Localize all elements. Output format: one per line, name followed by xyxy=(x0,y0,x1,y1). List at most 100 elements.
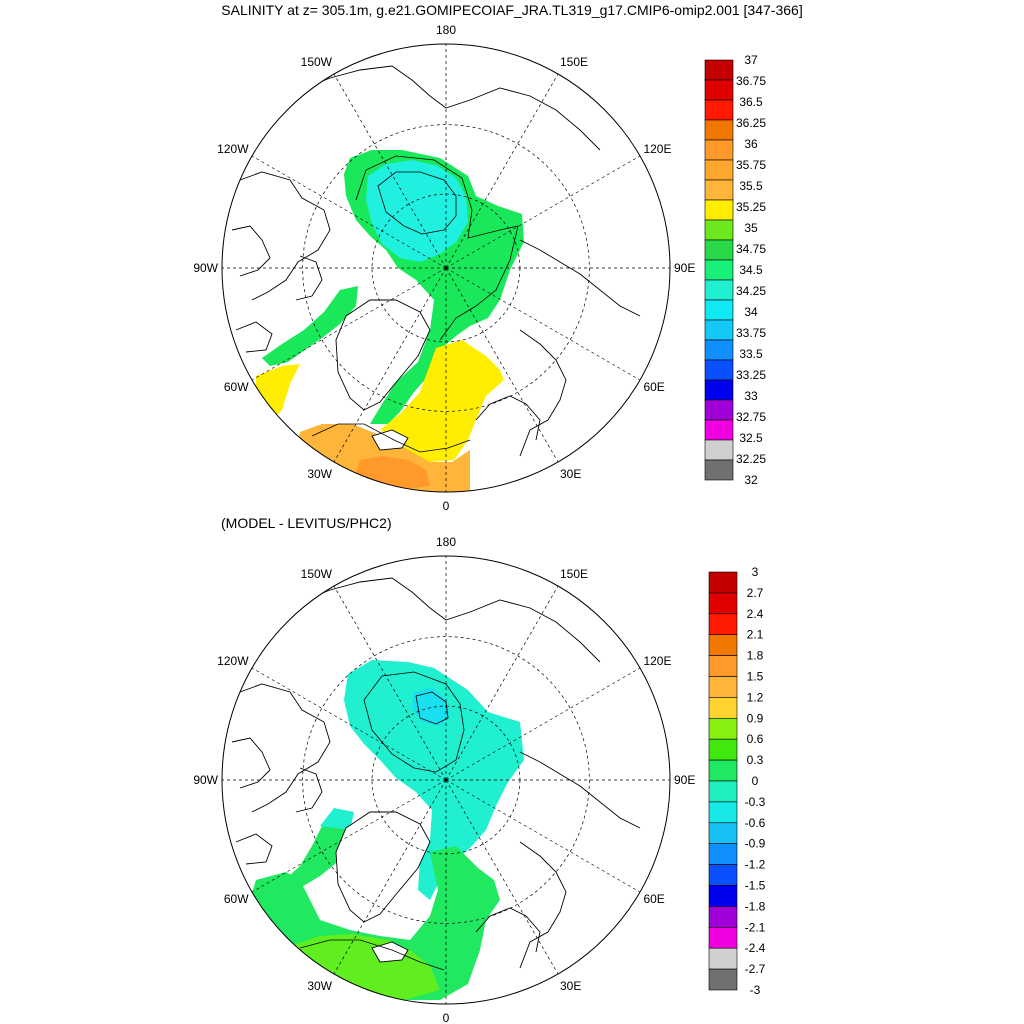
contour-34-5 xyxy=(355,155,519,341)
colorbar-swatch xyxy=(708,655,738,677)
longitude-label: 0 xyxy=(443,499,450,513)
meridian-line xyxy=(251,267,447,381)
colorbar-swatch xyxy=(704,199,734,221)
longitude-label: 180 xyxy=(436,23,456,37)
colorbar-label: 35.5 xyxy=(739,179,763,193)
salinity-field xyxy=(256,150,524,492)
longitude-label: 60W xyxy=(224,380,249,394)
colorbar-label: -0.9 xyxy=(745,837,766,851)
longitude-label: 60E xyxy=(643,380,664,394)
field-green-labrador-diff xyxy=(280,812,354,888)
contour-diff-03 xyxy=(299,939,445,971)
graticule xyxy=(222,44,670,492)
longitude-label: 120W xyxy=(217,142,249,156)
colorbar-label: -1.2 xyxy=(745,858,766,872)
colorbar-label: -2.4 xyxy=(745,941,766,955)
field-cyan-core xyxy=(412,688,450,726)
field-cyan-baffin xyxy=(320,808,354,830)
colorbar-swatch xyxy=(708,906,738,928)
meridian-line xyxy=(445,667,641,781)
meridian-line xyxy=(445,779,641,893)
meridian-line xyxy=(333,585,447,781)
coastlines xyxy=(231,577,641,969)
colorbar-swatch xyxy=(704,259,734,281)
colorbar-swatch xyxy=(704,399,734,421)
meridian-line xyxy=(251,155,447,269)
land-iceland-diff xyxy=(371,941,409,963)
difference-map: 180 150E 120E 90E 60E 30E 0 30W 60W 90W 120W 150W 3… xyxy=(193,535,765,1024)
panel-subtitle: (MODEL - LEVITUS/PHC2) xyxy=(221,515,392,531)
longitude-label: 90W xyxy=(193,261,218,275)
meridian-line xyxy=(445,155,641,269)
meridian-line xyxy=(333,73,447,269)
colorbar-swatch xyxy=(708,592,738,615)
colorbar-label: 36.75 xyxy=(736,74,766,88)
colorbar-swatch xyxy=(708,822,738,844)
colorbar-label: -1.5 xyxy=(745,879,766,893)
longitude-label: 30W xyxy=(307,979,332,993)
colorbar-label: 36.25 xyxy=(736,116,766,130)
field-yellow-labrador xyxy=(256,364,300,420)
meridian-line xyxy=(251,779,447,893)
longitude-labels: 180 150E 120E 90E 60E 30E 0 30W 60W 90W 120W 150W xyxy=(193,23,695,513)
meridian-line xyxy=(445,267,641,381)
colorbar-swatch xyxy=(708,801,738,824)
meridian-line xyxy=(445,267,559,463)
colorbar-label: 2.7 xyxy=(747,586,764,600)
colorbar-swatch xyxy=(704,359,734,381)
colorbar-swatch xyxy=(704,59,734,81)
colorbar-swatch xyxy=(708,864,738,886)
longitude-label: 90W xyxy=(193,773,218,787)
colorbar-label: 1.5 xyxy=(747,670,764,684)
colorbar: 37 36.75 36.5 36.25 36 35.75 35.5 35.25 35 34.75 3… xyxy=(704,53,766,487)
colorbar-swatch xyxy=(708,697,738,719)
longitude-label: 30E xyxy=(560,467,581,481)
contour-diff-neg xyxy=(415,691,449,725)
contour-diff-0 xyxy=(363,671,465,773)
colorbar-swatch xyxy=(704,419,734,441)
page-title: SALINITY at z= 305.1m, g.e21.GOMIPECOIAF… xyxy=(221,2,803,18)
longitude-label: 150W xyxy=(301,567,333,581)
colorbar-label: -1.8 xyxy=(745,899,766,913)
colorbar-swatch xyxy=(708,759,738,782)
colorbar-label: 34.25 xyxy=(736,284,766,298)
land-greenland xyxy=(335,299,431,411)
longitude-label: 120E xyxy=(643,142,671,156)
contour-35 xyxy=(311,423,471,453)
difference-field xyxy=(250,660,524,1000)
meridian-line xyxy=(445,779,559,975)
map-boundary xyxy=(221,555,671,1005)
colorbar-label: 33 xyxy=(744,389,758,403)
colorbar-label: -0.3 xyxy=(745,795,766,809)
latitude-circle xyxy=(302,636,590,924)
colorbar-label: 37 xyxy=(744,53,758,67)
field-yellow-nordic xyxy=(380,340,504,462)
colorbar-label: 32.75 xyxy=(736,410,766,424)
colorbar-label: 35 xyxy=(744,221,758,235)
land-greenland-diff xyxy=(335,811,431,923)
land-iceland xyxy=(371,429,409,451)
colorbar-label: 33.5 xyxy=(739,347,763,361)
field-green-labrador xyxy=(262,286,358,366)
colorbar-swatch xyxy=(708,571,738,594)
colorbar-label: 32 xyxy=(744,473,758,487)
colorbar-swatch xyxy=(708,738,738,761)
colorbar-swatch xyxy=(708,947,738,970)
colorbar-label: -2.1 xyxy=(745,920,766,934)
longitude-label: 60E xyxy=(643,892,664,906)
colorbar-swatch xyxy=(708,676,738,698)
colorbar-swatch xyxy=(704,239,734,261)
meridian-line xyxy=(251,667,447,781)
colorbar-swatch xyxy=(704,299,734,321)
longitude-label: 150E xyxy=(560,567,588,581)
colorbar-swatch xyxy=(704,99,734,121)
longitude-label: 30W xyxy=(307,467,332,481)
longitude-label: 180 xyxy=(436,535,456,549)
longitude-labels: 180 150E 120E 90E 60E 30E 0 30W 60W 90W 120W 150W xyxy=(193,535,695,1024)
colorbar-swatch xyxy=(708,885,738,907)
colorbar-label: 1.2 xyxy=(747,690,764,704)
colorbar-swatch xyxy=(708,968,738,991)
colorbar-swatch xyxy=(708,926,738,949)
longitude-label: 0 xyxy=(443,1011,450,1024)
